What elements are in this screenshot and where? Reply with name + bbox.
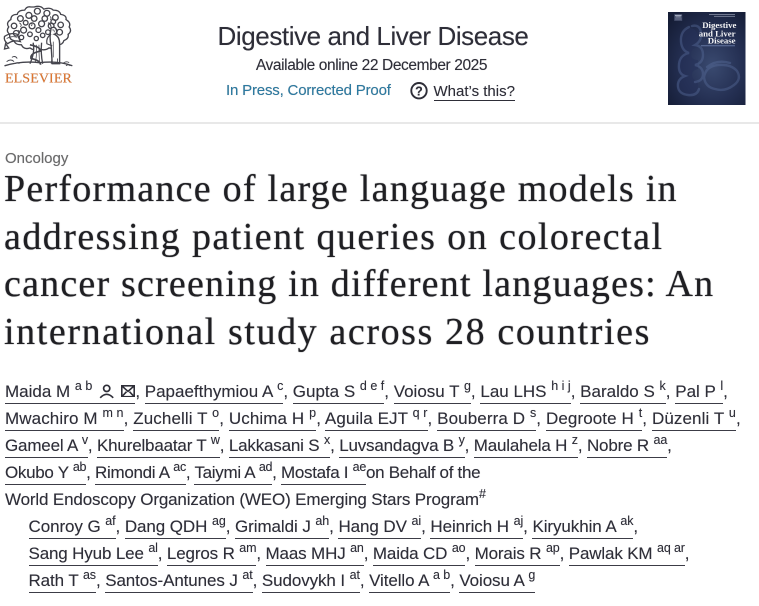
svg-text:Digestive: Digestive [702, 19, 736, 29]
svg-text:ELSEVIER: ELSEVIER [5, 72, 72, 87]
svg-text:and Liver: and Liver [699, 28, 736, 38]
svg-text:?: ? [415, 84, 423, 98]
svg-text:Disease: Disease [708, 35, 736, 45]
